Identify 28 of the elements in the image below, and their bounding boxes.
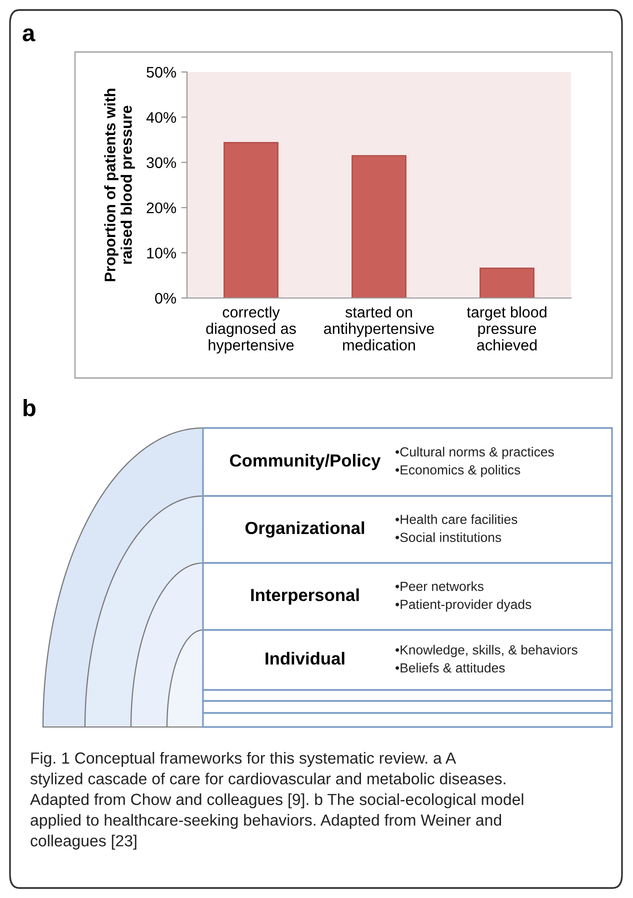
text: •Health care facilities <box>396 514 518 524</box>
y-tick-label: 20% <box>146 202 176 214</box>
y-tick-label: 50% <box>146 66 176 78</box>
chart-title: a <box>22 28 36 42</box>
y-tick-label: 10% <box>147 248 176 258</box>
text: •Social institutions <box>396 532 502 542</box>
y-tick-label: 40% <box>146 112 176 123</box>
text: •Peer networks <box>396 581 484 592</box>
text: Organizational <box>245 521 364 538</box>
bar <box>352 155 406 298</box>
bar <box>224 142 278 298</box>
x-tick-label: started on antihypertensive medication <box>324 306 434 350</box>
text: Community/Policy <box>230 454 381 470</box>
x-tick-label: target blood pressure achieved <box>466 306 546 350</box>
text: •Cultural norms & practices <box>396 446 554 460</box>
text: •Economics & politics <box>396 464 520 478</box>
bar <box>480 268 534 298</box>
text: Individual <box>266 652 344 665</box>
y-tick-label: 0% <box>155 292 176 304</box>
text: •Patient-provider dyads <box>396 599 532 612</box>
caption: Fig. 1 Conceptual frameworks for this systematic review. a A stylized cascade of care for cardiovascular and metabolic diseases. Adapted from Chow and colleagues [9]. b The social-ecological model applied to healthcare-seeking behaviors. Adapted from Weiner and colleagues [23] <box>30 752 524 850</box>
y-axis-title: Proportion of patients with raised blood pressure <box>104 88 135 282</box>
x-tick-label: correctly diagnosed as hypertensive <box>206 306 296 354</box>
y-tick-label: 30% <box>146 157 176 168</box>
text: Interpersonal <box>251 588 359 605</box>
text: b <box>24 398 36 416</box>
text: •Beliefs & attitudes <box>396 662 505 673</box>
text: •Knowledge, skills, & behaviors <box>396 644 578 658</box>
